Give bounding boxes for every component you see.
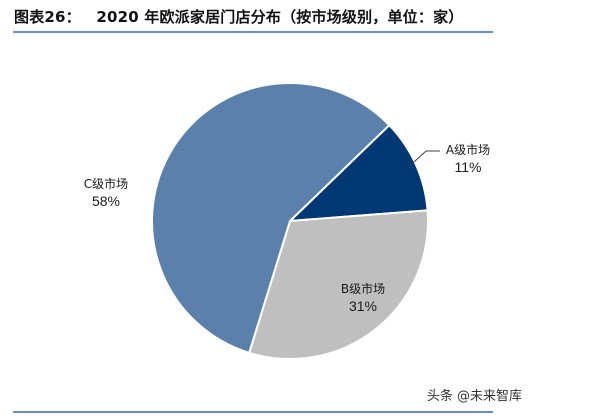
label-c-market: C级市场 58% (73, 176, 139, 210)
bottom-divider (13, 411, 493, 413)
label-a-pct: 11% (454, 159, 482, 175)
slice-c-market (151, 82, 391, 354)
label-c-name: C级市场 (83, 177, 129, 191)
watermark: 头条 @未来智库 (426, 389, 522, 404)
label-b-market: B级市场 31% (330, 281, 396, 315)
figure-label: 图表26： (14, 8, 81, 26)
label-b-pct: 31% (348, 298, 378, 314)
label-a-name: A级市场 (445, 143, 491, 157)
top-divider (13, 31, 493, 33)
label-b-name: B级市场 (340, 282, 386, 296)
slice-b-market (248, 209, 429, 360)
label-a-market: A级市场 11% (438, 142, 498, 176)
chart-title: 图表26： 2020 年欧派家居门店分布（按市场级别，单位：家） (14, 6, 464, 27)
label-c-pct: 58% (91, 193, 121, 209)
figure-title: 2020 年欧派家居门店分布（按市场级别，单位：家） (96, 8, 464, 26)
slice-a-market (289, 124, 429, 222)
a-leader-line (413, 150, 440, 163)
